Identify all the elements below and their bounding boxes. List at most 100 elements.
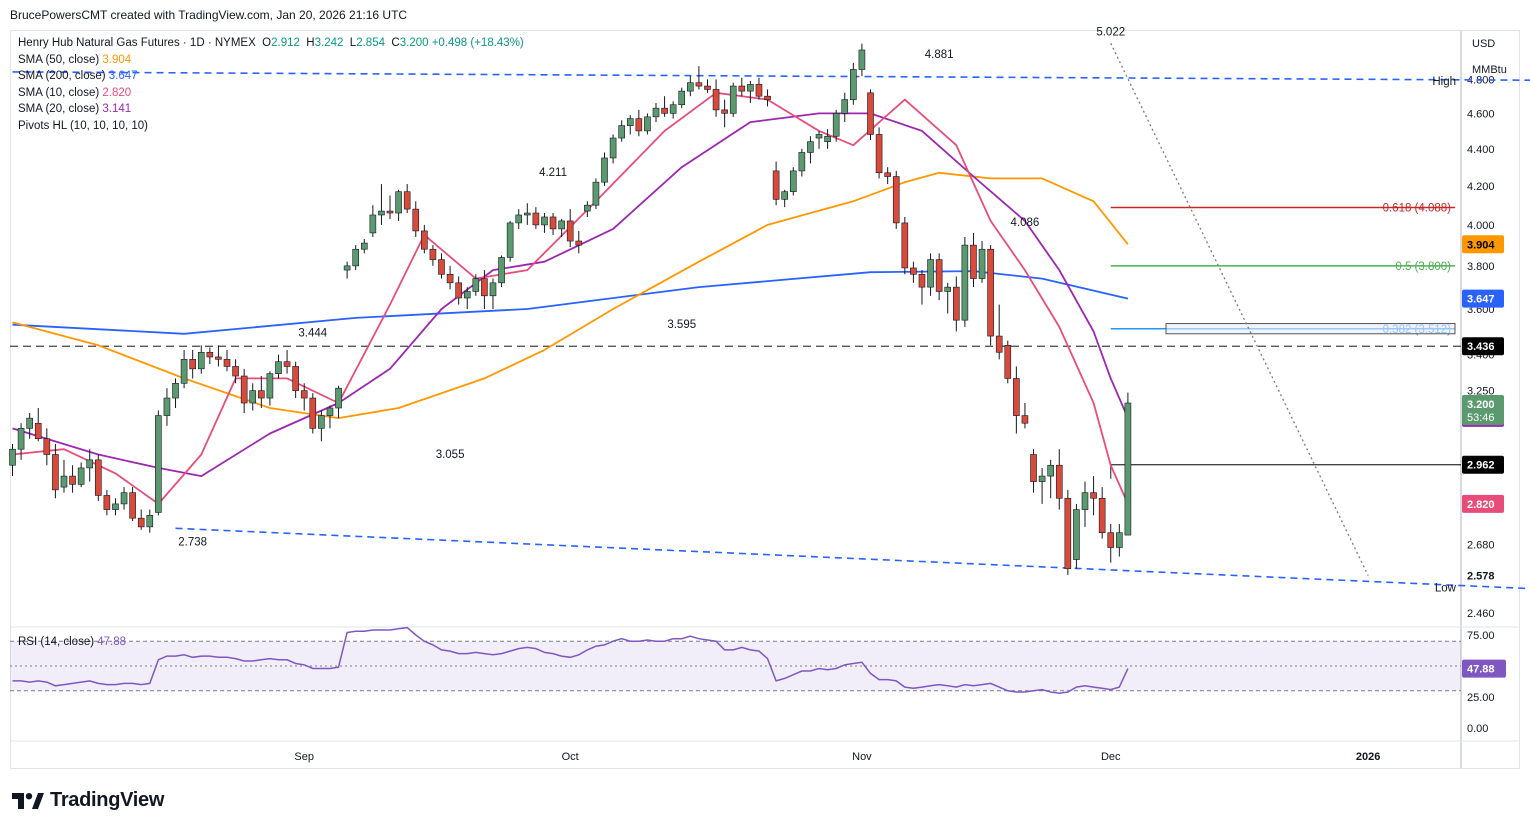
candle-body [1055,464,1063,499]
candle-body [1021,415,1029,424]
candle-body [189,359,196,370]
candle-body [515,214,523,224]
candle-body [395,191,402,214]
channel-lower-line [175,527,1530,590]
legend-sma200[interactable]: SMA (200, close) 3.647 [18,70,138,82]
price-badge-text: 2.962 [1467,460,1495,472]
candle-body [489,282,497,297]
candle-body [1047,464,1054,477]
candle-body [43,438,51,455]
candle-body [935,259,943,292]
price-axis-tick: 4.400 [1467,144,1495,156]
price-badge-text: 2.578 [1467,571,1495,583]
fib-zone-box [1165,323,1456,335]
candle-body [944,286,952,292]
candle-body [652,107,660,118]
candle-body [155,415,162,513]
price-badge-text: 3.436 [1467,341,1495,353]
candle-body [34,422,42,440]
candle-body [197,351,205,370]
candle-body [1004,344,1012,379]
candle-body [798,152,806,172]
candle-body [86,459,94,469]
price-axis-tick: 4.200 [1467,181,1495,193]
candle-body [318,415,325,429]
candle-body [240,375,248,404]
candle-body [249,390,257,404]
ohlc-change: +0.498 (+18.43%) [431,37,524,49]
rsi-value-badge [1462,659,1506,678]
candle-body [584,204,591,212]
candle-body [215,356,222,360]
legend-sma50[interactable]: SMA (50, close) 3.904 [18,53,132,66]
candle-body [618,125,625,139]
candle-body [1124,402,1132,536]
legend-sma20[interactable]: SMA (20, close) 3.141 [18,103,132,115]
candle-body [841,99,849,114]
chart-frame [10,30,1520,769]
candle-body [523,212,531,216]
candle-body [26,417,33,429]
candle-body [669,104,677,114]
countdown-text: 53:46 [1467,412,1495,424]
legend-sma10[interactable]: SMA (10, close) 2.820 [18,86,132,99]
fib-level-label: 0.618 (4.088) [1383,203,1452,215]
candle-body [729,85,737,114]
candle-body [438,259,445,275]
candle-body [764,95,771,100]
candle-body [807,141,814,153]
candle-body [1081,492,1089,510]
time-axis-label: Nov [852,751,872,763]
candle-body [858,49,866,70]
candle-body [695,82,703,87]
sma20-line [12,112,1129,478]
chart-credit: BrucePowersCMT created with TradingView.… [10,8,408,22]
candle-body [644,116,651,132]
candle-body [901,222,909,269]
symbol-row[interactable]: Henry Hub Natural Gas Futures · 1D · NYM… [18,35,524,52]
fib-level-label: 0.5 (3.800) [1395,261,1451,273]
price-badge [1462,337,1504,356]
candle-body [421,230,428,250]
pivot-label: 5.022 [1096,26,1125,38]
price-axis-tick: 2.460 [1467,608,1495,620]
candle-body [472,278,480,292]
candle-body [626,118,634,126]
candle-body [566,220,574,242]
candle-body [335,387,342,409]
candle-body [172,383,179,399]
time-axis-label: Sep [294,751,314,763]
candle-body [137,517,145,528]
rsi-legend[interactable]: RSI (14, close) 47.88 [18,636,127,648]
pivot-label: 3.595 [667,319,696,331]
zigzag-line [1110,43,1369,576]
candle-body [850,69,857,100]
candle-body [343,265,351,271]
candle-body [103,495,111,510]
candle-body [300,390,308,399]
chart-legend: Henry Hub Natural Gas Futures · 1D · NYM… [18,35,524,134]
candle-body [146,515,154,528]
candle-body [789,170,797,192]
legend-pivots[interactable]: Pivots HL (10, 10, 10, 10) [18,119,148,132]
candle-body [781,191,789,200]
candle-body [206,351,214,358]
candle-body [232,366,239,377]
price-badge-text: 2.820 [1467,499,1495,511]
candle-body [1064,497,1072,570]
candle-body [17,428,25,450]
symbol-title: Henry Hub Natural Gas Futures · 1D · NYM… [18,37,256,49]
candle-body [52,454,59,491]
candle-body [961,244,969,321]
pivot-label: 4.881 [925,49,954,61]
candle-body [1013,378,1020,416]
candle-body [738,85,746,92]
channel-level-label: Low [1435,583,1457,595]
candle-body [678,90,686,106]
price-axis-tick: 3.250 [1467,386,1495,398]
ohlc-low: L2.854 [349,37,385,49]
candle-body [832,113,840,137]
candle-body [609,137,617,159]
candle-body [1090,492,1097,499]
